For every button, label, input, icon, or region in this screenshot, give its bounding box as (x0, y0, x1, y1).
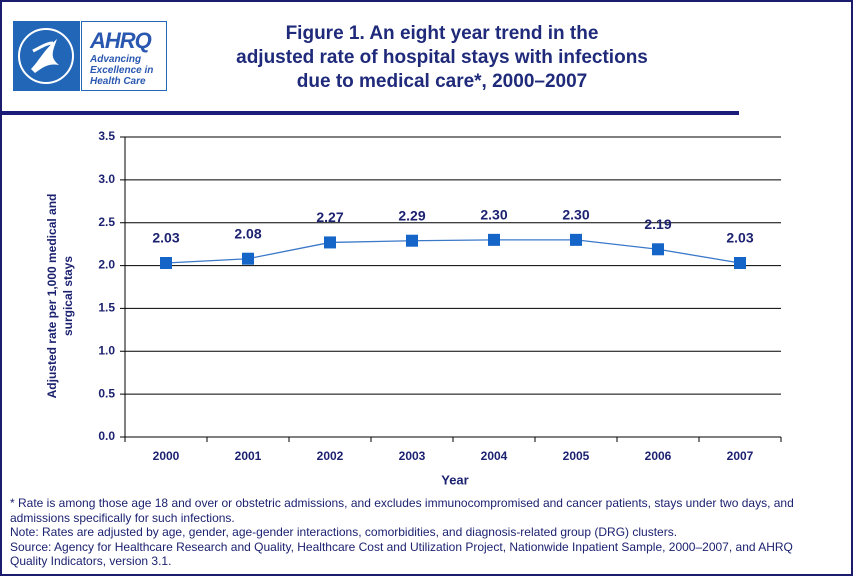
point-marker (242, 252, 254, 265)
x-tick-label: 2004 (481, 449, 508, 463)
agency-name: AHRQ (90, 28, 152, 53)
x-tick-label: 2007 (727, 449, 754, 463)
point-marker (324, 236, 336, 249)
title-rule (2, 111, 739, 115)
point-marker (570, 233, 582, 246)
x-axis-label: Year (441, 472, 468, 487)
data-label: 2.03 (152, 230, 179, 246)
x-tick-label: 2003 (399, 449, 426, 463)
y-tick-label: 0.5 (98, 386, 115, 400)
y-tick-label: 1.5 (98, 301, 115, 315)
point-marker (652, 243, 664, 256)
ahrq-logo: AHRQ Advancing Excellence in Health Care (81, 21, 167, 91)
data-label: 2.08 (234, 225, 261, 241)
data-label: 2.27 (316, 209, 343, 225)
point-marker (734, 257, 746, 269)
chart-title: Figure 1. An eight year trend in the adj… (236, 23, 648, 92)
data-label: 2.19 (644, 216, 671, 232)
point-marker (488, 233, 500, 246)
data-label: 2.03 (726, 230, 753, 246)
y-tick-label: 3.5 (98, 129, 115, 143)
x-tick-label: 2002 (317, 449, 344, 463)
x-tick-label: 2005 (563, 449, 590, 463)
x-tick-label: 2001 (235, 449, 262, 463)
series-line (165, 239, 741, 264)
footnote: Source: Agency for Healthcare Research a… (10, 539, 793, 569)
y-tick-label: 3.0 (98, 172, 115, 186)
point-marker (160, 257, 172, 269)
seal-icon (18, 28, 74, 84)
y-tick-label: 2.5 (98, 215, 115, 229)
footnotes: * Rate is among those age 18 and over or… (10, 496, 825, 569)
y-tick-label: 0.0 (98, 429, 115, 443)
footnote: * Rate is among those age 18 and over or… (10, 496, 794, 525)
data-label: 2.30 (480, 207, 507, 223)
x-tick-label: 2000 (153, 449, 180, 463)
data-label: 2.30 (562, 207, 589, 223)
hhs-seal (13, 21, 80, 91)
data-label: 2.29 (398, 207, 425, 223)
footnote: Note: Rates are adjusted by age, gender,… (10, 525, 678, 539)
y-tick-label: 2.0 (98, 258, 115, 272)
point-marker (406, 234, 418, 247)
y-tick-label: 1.0 (98, 343, 115, 357)
x-tick-label: 2006 (645, 449, 672, 463)
agency-tagline: Advancing Excellence in Health Care (90, 54, 154, 87)
